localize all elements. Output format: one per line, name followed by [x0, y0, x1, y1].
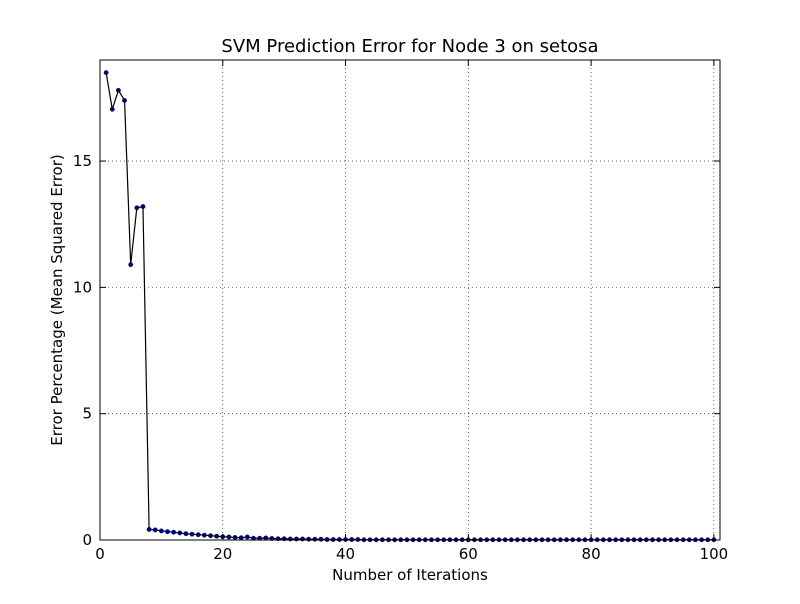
axes-frame [99, 59, 721, 541]
y-tick-label: 0 [82, 531, 92, 549]
y-tick-label: 15 [73, 152, 92, 170]
data-point [195, 532, 201, 538]
x-tick-label: 20 [213, 545, 232, 563]
data-point [122, 98, 127, 103]
y-axis-label: Error Percentage (Mean Squared Error) [48, 154, 66, 445]
data-point [300, 536, 305, 542]
x-tick-label: 40 [336, 545, 355, 563]
x-tick-label: 80 [582, 545, 601, 563]
data-point [318, 536, 324, 542]
data-point [134, 205, 140, 211]
x-axis-label: Number of Iterations [332, 566, 488, 584]
data-point [103, 70, 109, 76]
data-point [152, 527, 158, 533]
axis-ticks: 0 20 40 60 80 100 0 5 10 15 [73, 60, 728, 563]
data-point [312, 536, 318, 542]
x-tick-label: 100 [700, 545, 729, 563]
data-point [232, 535, 238, 540]
data-point [140, 204, 146, 209]
data-point [355, 537, 361, 542]
data-point [214, 533, 220, 539]
data-point [146, 526, 152, 532]
data-point [201, 532, 207, 538]
data-point [287, 536, 293, 542]
data-point [189, 531, 195, 537]
x-tick-label: 0 [95, 545, 105, 563]
plot-area [100, 60, 720, 540]
data-point [165, 529, 170, 535]
data-point [158, 528, 164, 534]
data-point [183, 531, 189, 537]
data-point [306, 536, 312, 542]
y-tick-label: 5 [82, 405, 92, 423]
chart-title: SVM Prediction Error for Node 3 on setos… [221, 36, 598, 57]
data-point [128, 262, 134, 268]
data-point [177, 530, 183, 536]
y-tick-label: 10 [73, 278, 92, 296]
data-point [238, 535, 244, 541]
data-point [324, 537, 330, 542]
data-point [330, 537, 336, 542]
data-point [226, 534, 232, 540]
data-point [294, 536, 299, 542]
data-point [208, 533, 213, 539]
data-point [171, 529, 177, 535]
data-point [349, 537, 355, 542]
data-point [244, 534, 250, 540]
x-tick-label: 60 [459, 545, 478, 563]
data-point [337, 537, 342, 542]
data-point [116, 87, 121, 93]
data-point [109, 106, 115, 112]
